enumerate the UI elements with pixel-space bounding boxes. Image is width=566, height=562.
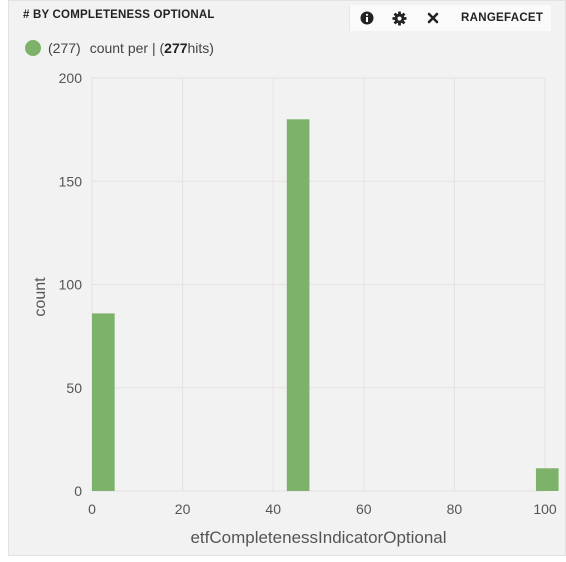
legend-hits-value: 277 (164, 40, 188, 56)
y-tick-label: 0 (74, 483, 82, 499)
y-tick-label: 50 (66, 380, 82, 396)
panel-toolbar: RANGEFACET (349, 5, 552, 31)
bar (286, 119, 310, 492)
x-tick-label: 100 (533, 501, 557, 517)
bar (92, 313, 115, 491)
bar (535, 468, 559, 491)
x-tick-label: 40 (265, 501, 281, 517)
y-tick-label: 100 (59, 277, 83, 293)
close-button[interactable] (416, 5, 449, 31)
facet-panel: # BY COMPLETENESS OPTIONAL (8, 0, 566, 556)
gear-icon (392, 10, 407, 26)
settings-button[interactable] (383, 5, 416, 31)
rangefacet-label[interactable]: RANGEFACET (461, 12, 544, 24)
y-tick-label: 200 (59, 70, 83, 86)
x-tick-label: 80 (447, 501, 463, 517)
panel-header: # BY COMPLETENESS OPTIONAL (9, 1, 566, 35)
legend-hits-suffix: hits) (187, 40, 214, 56)
x-axis-label: etfCompletenessIndicatorOptional (190, 528, 446, 547)
x-tick-label: 20 (175, 501, 191, 517)
info-button[interactable] (350, 5, 383, 31)
legend-count: (277) (48, 40, 81, 56)
y-tick-label: 150 (59, 173, 83, 189)
legend-swatch (25, 40, 41, 56)
x-tick-label: 60 (356, 501, 372, 517)
x-tick-label: 0 (88, 501, 96, 517)
bar-chart: 0 50 100 150 200 0 20 40 60 80 100 etfCompletenessI… (32, 70, 559, 547)
panel-title: # BY COMPLETENESS OPTIONAL (23, 9, 215, 21)
info-icon (360, 11, 373, 25)
legend-separator: | ( (151, 40, 165, 56)
close-icon (427, 12, 438, 24)
chart-legend: (277) count per | (277 hits) (25, 39, 214, 57)
y-axis-label: count (32, 277, 49, 317)
legend-label: count per (89, 40, 149, 56)
